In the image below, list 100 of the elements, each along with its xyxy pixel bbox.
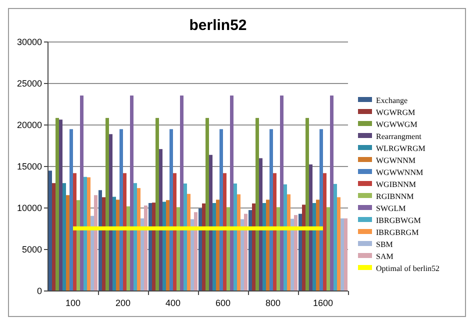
bar (237, 194, 240, 291)
bar (294, 215, 298, 291)
bar (230, 96, 234, 291)
bar (137, 188, 140, 291)
y-tick-label: 15000 (16, 162, 42, 172)
bar (184, 184, 187, 291)
bar (66, 195, 70, 291)
bar (280, 96, 284, 291)
legend-label: Exchange (376, 96, 408, 105)
bar (190, 219, 194, 291)
bar (256, 118, 259, 291)
y-tick-label: 25000 (16, 78, 42, 89)
bar (73, 173, 76, 291)
bar (337, 197, 340, 291)
bar (159, 149, 162, 291)
bar (173, 173, 176, 291)
bar (162, 202, 166, 291)
bar (320, 129, 323, 291)
bar (176, 207, 180, 291)
bar (244, 214, 248, 291)
bar (248, 210, 252, 291)
bar (116, 200, 120, 291)
bar (220, 129, 223, 291)
bar (87, 177, 90, 291)
bar (187, 194, 190, 291)
legend-label: WGWRGM (376, 108, 416, 117)
bar (316, 200, 320, 291)
legend-label: WGWWNNM (376, 168, 424, 177)
bar (223, 173, 226, 291)
bar (240, 219, 244, 291)
bar (134, 183, 137, 291)
bar (123, 173, 126, 291)
legend-label: SWGLM (376, 204, 406, 213)
bar (194, 212, 198, 291)
y-tick-label: 5000 (22, 244, 42, 255)
legend-label: RGIBNNM (376, 192, 414, 201)
bar (226, 207, 230, 291)
bar (144, 206, 148, 291)
legend-label: IBRGBRGM (376, 228, 419, 237)
bar (106, 118, 109, 291)
bar (80, 96, 84, 291)
bar (112, 196, 116, 291)
legend-label: IBRGBWGM (376, 216, 421, 225)
bar (52, 183, 56, 291)
y-tick-label: 0 (36, 286, 42, 296)
legend-label: Optimal of berlin52 (376, 264, 440, 273)
bar (140, 218, 144, 291)
bar (212, 203, 216, 291)
bar (206, 118, 209, 291)
bar (84, 176, 87, 291)
bar (312, 203, 316, 291)
bar (170, 129, 173, 291)
bar (120, 129, 123, 291)
bar (270, 129, 273, 291)
legend-label: SBM (376, 240, 393, 249)
bar (166, 200, 170, 291)
bar (330, 96, 334, 291)
bar (56, 118, 59, 291)
bar (262, 203, 266, 291)
bar (202, 203, 206, 291)
bar (340, 218, 344, 291)
y-tick-label: 30000 (16, 37, 42, 48)
bar (102, 197, 106, 291)
x-tick-label: 100 (65, 298, 81, 308)
bar (306, 118, 309, 291)
bar (126, 206, 130, 291)
bar (290, 218, 294, 291)
bar (234, 184, 237, 291)
bar (48, 170, 52, 291)
y-tick-label: 20000 (16, 120, 42, 130)
bar (298, 214, 302, 291)
bar (90, 216, 94, 291)
bar (76, 200, 80, 291)
bar (152, 202, 156, 291)
bar (216, 200, 220, 291)
bar (266, 200, 270, 291)
bar (130, 96, 134, 291)
y-tick-label: 10000 (16, 203, 42, 214)
x-tick-label: 1600 (312, 298, 334, 308)
x-tick-label: 200 (115, 298, 131, 308)
x-tick-label: 400 (165, 298, 181, 308)
bar (273, 173, 276, 291)
bar (180, 96, 184, 291)
bar (94, 195, 98, 291)
legend-label: SAM (376, 252, 394, 261)
legend-label: Rearrangment (376, 132, 422, 141)
bar (344, 218, 348, 291)
bar (59, 120, 62, 291)
bar (148, 203, 152, 291)
bar (109, 134, 112, 291)
bar (302, 204, 306, 291)
bar (70, 129, 73, 291)
bar (259, 158, 262, 291)
bar (309, 164, 312, 291)
bar (98, 190, 102, 291)
bar (62, 183, 66, 291)
legend-label: WGIBNNM (376, 180, 416, 189)
bar (284, 184, 287, 291)
bar (156, 118, 159, 291)
bar (323, 173, 326, 291)
